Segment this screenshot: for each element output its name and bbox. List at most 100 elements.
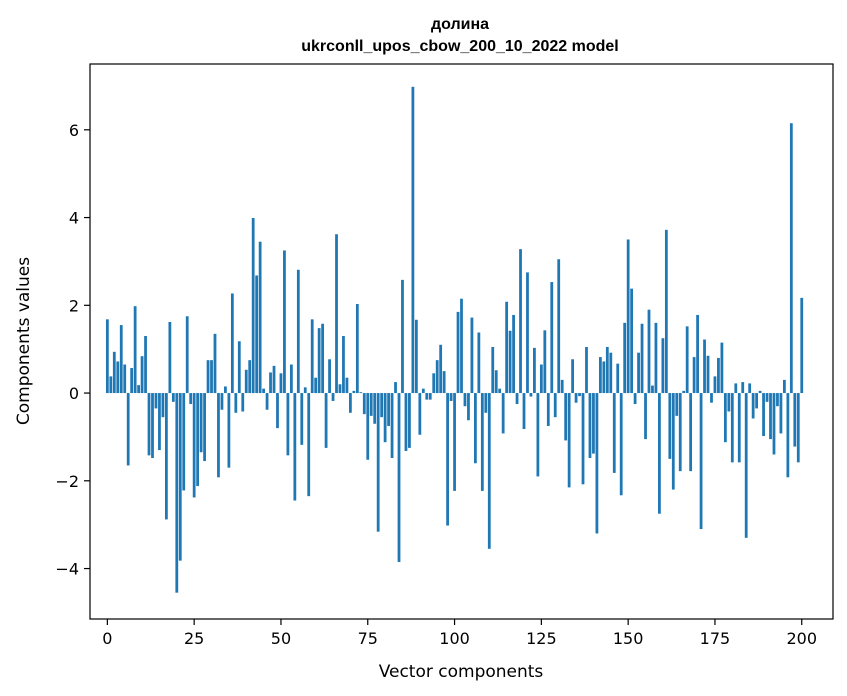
- bar: [251, 218, 255, 394]
- bar: [456, 311, 460, 394]
- bar: [658, 393, 661, 514]
- bar: [151, 393, 154, 458]
- bar: [300, 393, 304, 445]
- bar: [328, 359, 331, 394]
- y-axis-ticks: −4 −2 0 2 4 6: [55, 121, 90, 579]
- bar: [595, 393, 599, 534]
- bar: [501, 393, 505, 434]
- bar: [585, 346, 588, 394]
- bar: [630, 288, 634, 394]
- y-axis-label: Components values: [14, 257, 34, 425]
- bar: [390, 393, 394, 458]
- bar: [248, 360, 252, 394]
- bar: [776, 393, 779, 407]
- bar: [592, 393, 595, 454]
- bar: [265, 393, 269, 410]
- bar: [661, 338, 665, 394]
- bars-group: [105, 86, 804, 593]
- x-tick-label: 200: [786, 629, 817, 648]
- bar: [105, 319, 109, 394]
- bar: [408, 393, 411, 448]
- bar: [116, 361, 120, 394]
- bar: [522, 393, 526, 430]
- x-tick-label: 100: [439, 629, 470, 648]
- bar: [751, 393, 755, 419]
- bar: [737, 393, 741, 463]
- bar: [609, 352, 613, 394]
- bar: [539, 364, 543, 394]
- bar: [765, 393, 769, 402]
- bar: [651, 385, 654, 394]
- bar: [324, 393, 328, 448]
- bar: [321, 323, 325, 394]
- bar: [647, 309, 651, 394]
- bar: [612, 393, 616, 473]
- bar: [126, 393, 130, 466]
- bar: [529, 393, 533, 397]
- bar: [734, 383, 738, 394]
- bar: [703, 339, 706, 394]
- bar: [199, 393, 203, 453]
- bar: [255, 275, 259, 394]
- chart-title-line-2: ukrconll_upos_cbow_200_10_2022 model: [301, 38, 618, 55]
- bar: [411, 86, 415, 394]
- bar: [130, 368, 134, 394]
- bar: [550, 282, 554, 394]
- bar: [508, 330, 512, 394]
- bar: [189, 393, 193, 405]
- bar: [206, 360, 210, 394]
- bar: [276, 393, 279, 429]
- bar: [515, 393, 519, 405]
- bar: [480, 393, 484, 491]
- bar: [717, 357, 720, 394]
- bar: [484, 393, 488, 413]
- bar: [543, 330, 547, 394]
- bar: [616, 363, 620, 394]
- bar: [678, 393, 682, 472]
- bar: [380, 393, 384, 418]
- bar: [342, 336, 345, 394]
- bar: [335, 234, 338, 394]
- bar: [296, 269, 300, 394]
- bar: [696, 314, 699, 394]
- bar: [144, 336, 147, 394]
- bar: [404, 393, 408, 451]
- bar: [185, 316, 189, 394]
- bar: [689, 393, 693, 472]
- bar: [720, 342, 724, 394]
- x-tick-label: 125: [526, 629, 557, 648]
- bar: [762, 393, 765, 437]
- bar: [744, 393, 748, 538]
- bar: [789, 123, 793, 394]
- bar: [119, 325, 123, 394]
- bar: [512, 314, 515, 394]
- bar: [741, 382, 745, 394]
- bar: [786, 393, 790, 478]
- bar: [578, 393, 581, 397]
- bar: [345, 377, 349, 394]
- bar: [463, 393, 467, 407]
- bar: [494, 370, 498, 394]
- bar: [359, 392, 363, 394]
- x-axis-ticks: 0 25 50 75 100 125 150 175 200: [102, 619, 817, 648]
- bar: [244, 369, 248, 394]
- bar: [182, 393, 186, 491]
- bar: [387, 393, 390, 426]
- bar: [178, 393, 182, 561]
- bar: [769, 393, 772, 440]
- bar: [175, 393, 179, 593]
- bar: [112, 351, 116, 394]
- bar: [314, 377, 318, 394]
- bar: [224, 386, 227, 394]
- bar: [626, 239, 630, 394]
- bar: [283, 250, 286, 394]
- x-tick-label: 0: [102, 629, 112, 648]
- bar: [414, 319, 418, 394]
- bar: [682, 390, 686, 394]
- bar: [161, 393, 165, 418]
- bar: [442, 371, 446, 394]
- bar: [467, 393, 470, 421]
- bar: [602, 361, 606, 394]
